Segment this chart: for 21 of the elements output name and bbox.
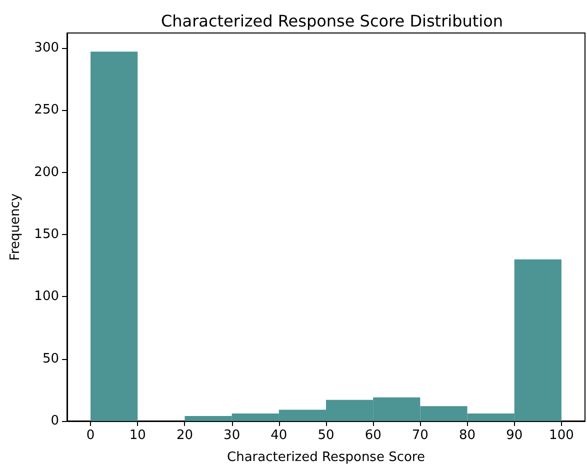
x-tick-label: 40	[270, 428, 288, 443]
y-tick-label: 0	[50, 414, 59, 428]
x-tick-label: 0	[86, 428, 95, 443]
y-tick-label: 200	[34, 164, 59, 180]
x-tick-label: 80	[459, 428, 476, 443]
chart-title: Characterized Response Score Distribution	[160, 12, 504, 30]
x-tick-label: 90	[506, 428, 523, 443]
x-tick-label: 50	[318, 428, 334, 443]
x-axis-title: Characterized Response Score	[227, 450, 425, 465]
y-tick-label: 300	[34, 40, 59, 56]
y-tick-label: 50	[42, 351, 59, 366]
y-axis-title: Frequency	[8, 193, 23, 261]
x-tick-label: 60	[364, 428, 382, 443]
y-tick-label: 100	[34, 289, 59, 304]
x-tick-label: 30	[224, 428, 240, 443]
x-tick-label: 100	[549, 428, 574, 443]
x-tick-label: 10	[129, 428, 146, 443]
x-tick-label: 70	[412, 428, 428, 443]
y-tick-label: 250	[34, 102, 59, 118]
y-tick-label: 150	[34, 226, 59, 242]
x-tick-label: 20	[176, 428, 193, 443]
